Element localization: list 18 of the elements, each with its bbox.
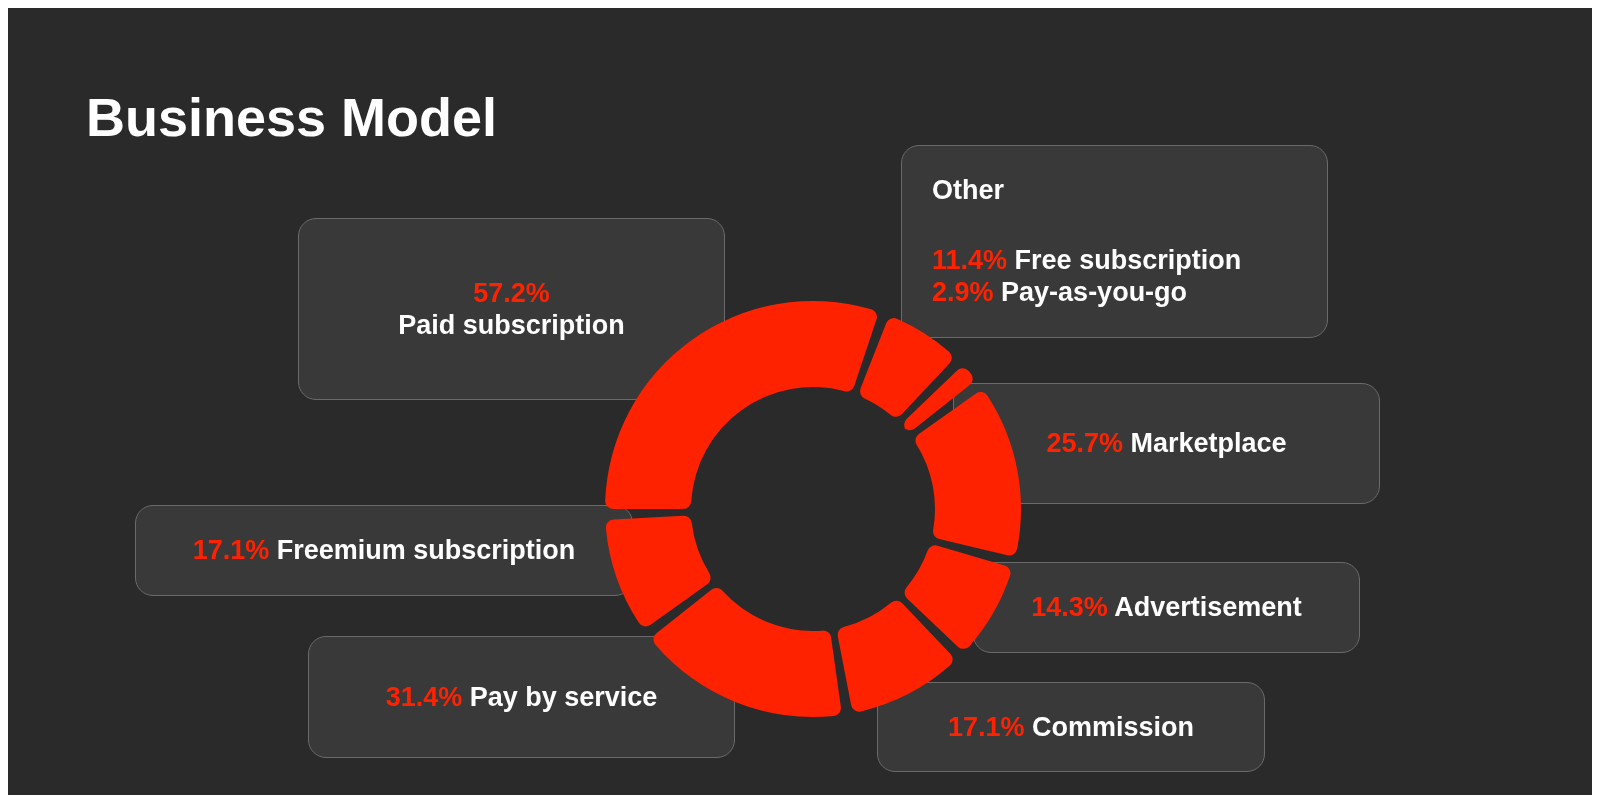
slice-label: Freemium subscription: [276, 535, 576, 566]
data-label: 11.4%: [932, 244, 1008, 275]
text: Other: [932, 174, 1005, 206]
slice-label: Free subscription: [1014, 244, 1242, 275]
chart-title: Business Model: [86, 86, 498, 148]
slice-label: Advertisement: [1114, 592, 1302, 623]
data-label: 31.4%: [385, 681, 463, 712]
data-label: 57.2%: [473, 277, 550, 308]
data-label: 17.1%: [947, 711, 1025, 742]
slice-label: Commission: [1032, 711, 1195, 742]
data-label: 25.7%: [1046, 428, 1123, 459]
data-label: 2.9%: [932, 277, 994, 307]
slice-label: Pay-as-you-go: [1001, 277, 1188, 307]
data-label: 17.1%: [192, 535, 270, 566]
slice-label: Pay by service: [469, 681, 658, 712]
slice-label: Paid subscription: [398, 310, 625, 340]
slice-label: Marketplace: [1130, 428, 1287, 459]
data-label: 14.3%: [1031, 592, 1108, 623]
